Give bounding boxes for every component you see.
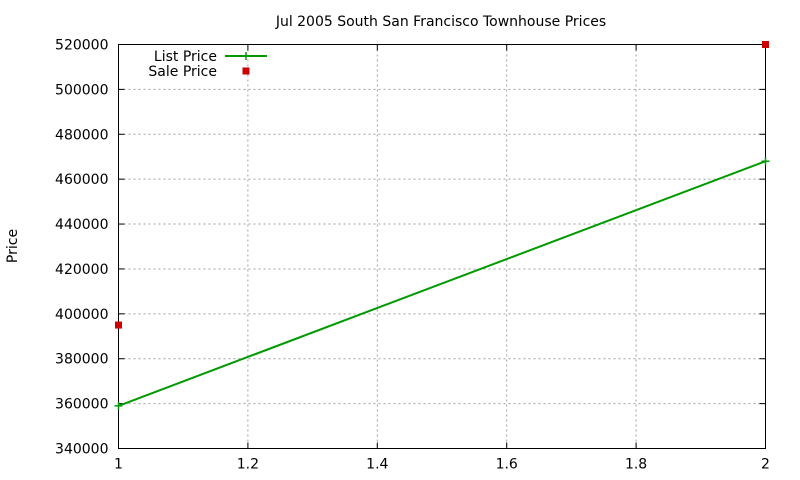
y-tick-label: 400000	[55, 307, 108, 323]
list-price-line	[118, 160, 766, 407]
chart-title: Jul 2005 South San Francisco Townhouse P…	[275, 14, 606, 30]
x-tick-label: 2	[761, 457, 770, 473]
x-tick-label: 1.8	[625, 457, 647, 473]
y-tick-label: 440000	[55, 217, 108, 233]
y-tick-label: 340000	[55, 442, 108, 458]
y-tick-label: 480000	[55, 127, 108, 143]
y-tick-label: 520000	[55, 38, 108, 54]
y-axis-label: Price	[5, 229, 21, 263]
y-tick-label: 500000	[55, 82, 108, 98]
y-tick-label: 380000	[55, 352, 108, 368]
list-price-point	[114, 401, 123, 410]
x-tick-label: 1.2	[237, 457, 259, 473]
legend-label-list-price: List Price	[154, 49, 217, 65]
axis-ticks: 1 1.2 1.4 1.6 1.8 2 340000 360000 380000 400000 42…	[55, 38, 770, 473]
legend-label-sale-price: Sale Price	[148, 64, 217, 80]
x-tick-label: 1.4	[366, 457, 388, 473]
legend-marker-list-price	[242, 52, 250, 60]
list-price-point	[761, 157, 770, 166]
legend-marker-sale-price	[242, 67, 250, 75]
series-layer	[114, 41, 770, 410]
x-tick-label: 1	[114, 457, 123, 473]
sale-price-point	[115, 321, 122, 329]
sale-price-point	[762, 41, 769, 48]
y-tick-label: 420000	[55, 262, 108, 278]
y-tick-label: 460000	[55, 172, 108, 188]
x-tick-label: 1.6	[496, 457, 518, 473]
plot-area-border	[118, 44, 766, 449]
y-tick-label: 360000	[55, 397, 108, 413]
grid	[118, 44, 766, 449]
